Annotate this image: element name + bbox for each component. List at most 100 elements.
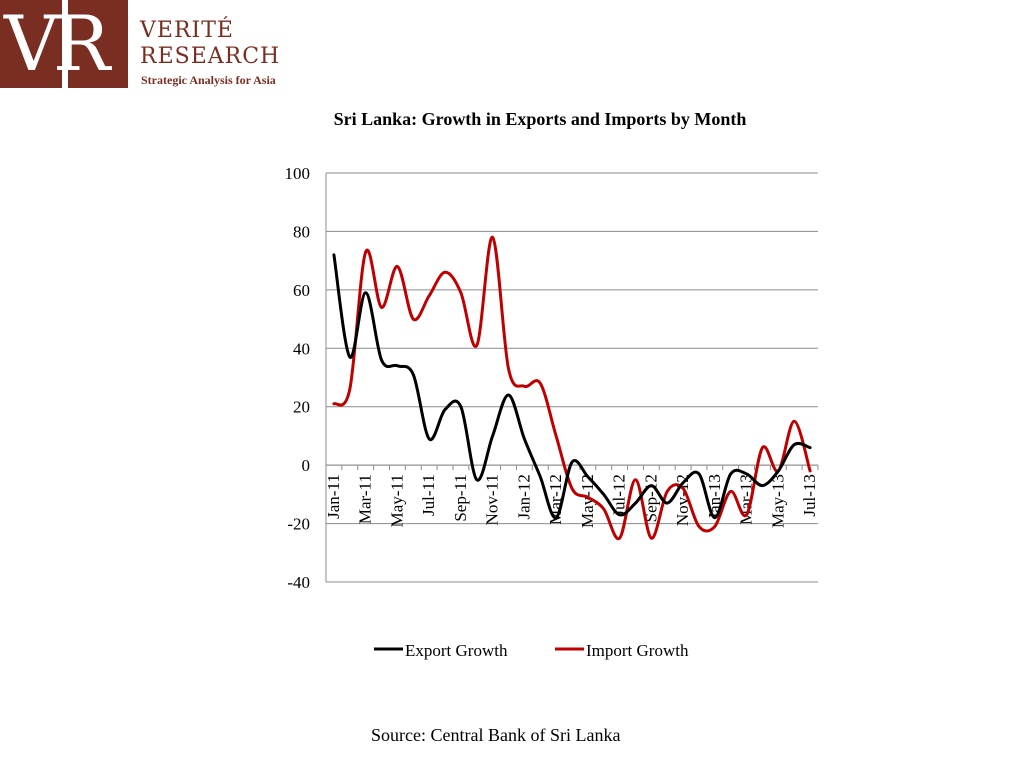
data-point-export-growth — [697, 472, 701, 476]
logo-mark: VR — [0, 0, 128, 88]
data-point-export-growth — [412, 373, 415, 376]
x-tick-label: Nov-11 — [483, 474, 502, 525]
y-tick-label: 80 — [293, 222, 310, 241]
data-point-import-growth — [491, 236, 494, 239]
y-tick-label: 0 — [302, 456, 311, 475]
data-point-export-growth — [475, 478, 478, 481]
brand-tagline: Strategic Analysis for Asia — [141, 73, 276, 87]
data-point-export-growth — [681, 481, 685, 484]
x-tick-label: May-13 — [768, 474, 787, 528]
data-point-import-growth — [713, 525, 717, 528]
data-point-export-growth — [554, 516, 558, 519]
data-point-import-growth — [634, 478, 637, 481]
data-point-export-growth — [491, 434, 494, 438]
legend-label-export-growth: Export Growth — [405, 641, 508, 660]
chart-title: Sri Lanka: Growth in Exports and Imports… — [333, 109, 747, 129]
data-point-import-growth — [602, 507, 605, 511]
data-point-export-growth — [666, 501, 669, 505]
x-tick-label: Jul-12 — [610, 474, 629, 516]
data-point-export-growth — [539, 475, 542, 479]
data-point-import-growth — [539, 382, 542, 385]
data-point-import-growth — [332, 402, 336, 405]
data-point-import-growth — [507, 367, 510, 370]
data-point-import-growth — [380, 306, 383, 309]
data-point-import-growth — [729, 490, 732, 493]
y-tick-label: 100 — [285, 164, 311, 183]
data-point-import-growth — [348, 387, 352, 391]
data-point-export-growth — [364, 291, 367, 294]
data-point-export-growth — [380, 358, 383, 362]
y-tick-label: -20 — [287, 515, 310, 534]
data-point-export-growth — [650, 484, 653, 487]
data-point-export-growth — [443, 408, 447, 411]
data-point-export-growth — [348, 355, 352, 359]
data-point-import-growth — [792, 420, 796, 423]
data-point-import-growth — [650, 536, 653, 540]
data-point-import-growth — [745, 513, 748, 517]
data-point-import-growth — [475, 344, 478, 347]
data-point-export-growth — [586, 475, 590, 479]
y-tick-label: 20 — [293, 398, 310, 417]
data-point-export-growth — [729, 472, 732, 476]
data-point-import-growth — [459, 291, 463, 294]
legend: Export Growth Import Growth — [374, 641, 689, 660]
y-tick-label: 60 — [293, 281, 310, 300]
data-point-export-growth — [332, 253, 336, 256]
data-point-export-growth — [808, 446, 812, 449]
data-point-import-growth — [427, 294, 431, 297]
data-point-import-growth — [443, 271, 447, 274]
series-line-export-growth — [332, 253, 812, 520]
y-axis-tick-labels: 100 80 60 40 20 0 -20 -40 — [285, 164, 311, 592]
data-point-import-growth — [554, 434, 558, 438]
x-tick-label: Sep-11 — [451, 474, 470, 522]
x-tick-label: Jul-13 — [800, 474, 819, 516]
data-point-import-growth — [586, 496, 590, 499]
x-tick-label: May-11 — [387, 474, 406, 527]
data-point-import-growth — [364, 250, 367, 254]
x-tick-label: Jul-11 — [419, 474, 438, 516]
data-point-export-growth — [507, 393, 510, 397]
legend-label-import-growth: Import Growth — [586, 641, 689, 660]
data-point-export-growth — [396, 364, 399, 368]
data-point-import-growth — [618, 536, 621, 540]
y-tick-label: -40 — [287, 573, 310, 592]
data-point-import-growth — [666, 490, 669, 493]
series-lines — [332, 235, 812, 541]
data-point-export-growth — [523, 437, 526, 441]
data-point-import-growth — [570, 487, 574, 490]
data-point-export-growth — [634, 501, 637, 505]
data-point-export-growth — [792, 443, 796, 446]
data-point-export-growth — [459, 405, 463, 408]
data-point-export-growth — [427, 437, 431, 441]
x-axis-tick-labels: Jan-11 Mar-11 May-11 Jul-11 Sep-11 Nov-11 Jan-… — [324, 474, 819, 528]
x-tick-label: May-12 — [578, 474, 597, 528]
brand-name-line1: VERITÉ — [140, 18, 234, 43]
x-tick-label: Jan-11 — [324, 474, 343, 519]
source-note: Source: Central Bank of Sri Lanka — [371, 725, 621, 745]
data-point-import-growth — [523, 385, 526, 388]
logo-divider — [62, 0, 68, 88]
x-tick-label: Nov-12 — [673, 474, 692, 526]
data-point-export-growth — [713, 516, 717, 519]
data-point-import-growth — [761, 446, 764, 449]
x-tick-label: Sep-12 — [641, 474, 660, 522]
brand-name-line2: RESEARCH — [140, 44, 281, 69]
x-tick-label: Mar-11 — [356, 474, 375, 524]
logo-monogram: VR — [4, 0, 110, 88]
data-point-import-growth — [396, 265, 399, 268]
x-tick-label: Jan-12 — [514, 474, 533, 519]
data-point-export-growth — [618, 513, 621, 517]
data-point-export-growth — [602, 493, 605, 496]
data-point-import-growth — [412, 317, 415, 321]
data-point-export-growth — [745, 472, 748, 476]
data-point-import-growth — [808, 469, 812, 473]
y-tick-label: 40 — [293, 339, 310, 358]
series-line-import-growth — [332, 235, 812, 541]
data-point-export-growth — [777, 469, 780, 473]
x-tick-label: Mar-13 — [737, 474, 756, 525]
data-point-export-growth — [761, 484, 764, 487]
data-point-import-growth — [681, 487, 685, 490]
data-point-export-growth — [570, 461, 574, 464]
data-point-import-growth — [697, 525, 701, 528]
